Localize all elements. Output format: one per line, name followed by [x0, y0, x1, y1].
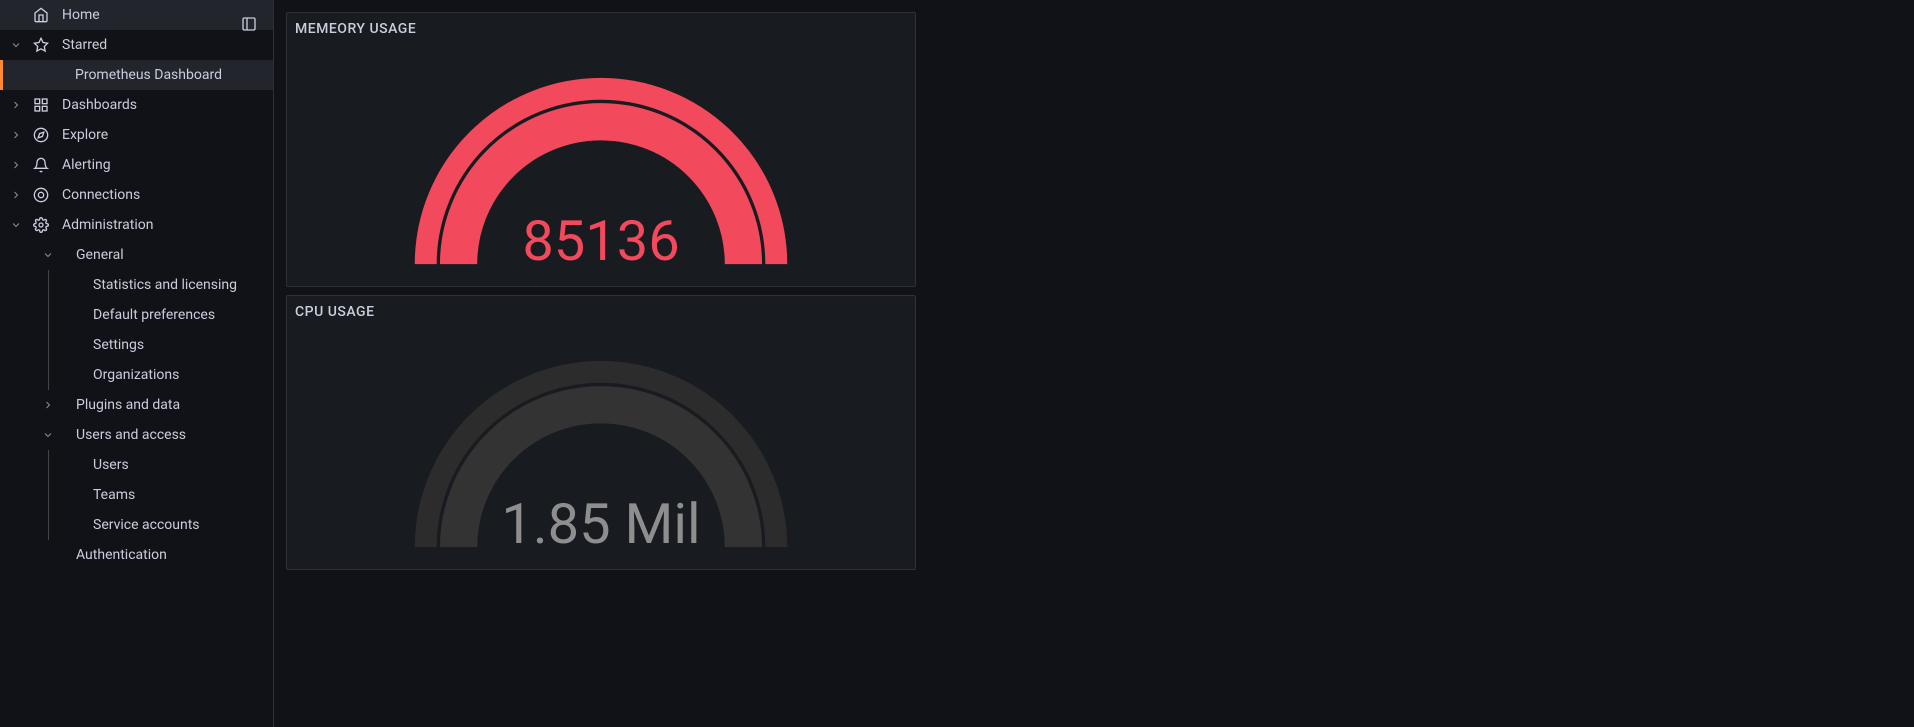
cpu-gauge: 1.85 Mil	[287, 328, 915, 569]
panel-title: CPU USAGE	[287, 296, 915, 328]
bell-icon	[32, 156, 50, 174]
nav-label: Plugins and data	[76, 397, 265, 413]
memory-gauge: 85136	[287, 45, 915, 286]
chevron-right-icon	[8, 97, 24, 113]
star-icon	[32, 36, 50, 54]
nav-label: Alerting	[62, 157, 265, 173]
nav-default-preferences[interactable]: Default preferences	[49, 300, 273, 330]
nav-label: Users	[93, 457, 265, 473]
dashboards-icon	[32, 96, 50, 114]
chevron-down-icon	[8, 217, 24, 233]
nav-label: Starred	[62, 37, 265, 53]
home-icon	[32, 6, 50, 24]
nav-settings[interactable]: Settings	[49, 330, 273, 360]
nav-users-access[interactable]: Users and access	[0, 420, 273, 450]
nav-label: Connections	[62, 187, 265, 203]
chevron-down-icon	[8, 37, 24, 53]
nav-starred[interactable]: Starred	[0, 30, 273, 60]
nav-list: Home Starred Prometheus Dashboard Dashbo…	[0, 0, 273, 570]
nav-label: Organizations	[93, 367, 265, 383]
chevron-right-icon	[8, 127, 24, 143]
nav-authentication[interactable]: Authentication	[0, 540, 273, 570]
nav-administration[interactable]: Administration	[0, 210, 273, 240]
nav-label: Users and access	[76, 427, 265, 443]
nav-home[interactable]: Home	[0, 0, 273, 30]
compass-icon	[32, 126, 50, 144]
nav-statistics[interactable]: Statistics and licensing	[49, 270, 273, 300]
nav-label: Statistics and licensing	[93, 277, 265, 293]
nav-teams[interactable]: Teams	[49, 480, 273, 510]
nav-label: Prometheus Dashboard	[75, 67, 265, 83]
nav-label: Teams	[93, 487, 265, 503]
plug-icon	[32, 186, 50, 204]
chevron-right-icon	[8, 187, 24, 203]
nav-general[interactable]: General	[0, 240, 273, 270]
nav-label: Settings	[93, 337, 265, 353]
cpu-gauge-value: 1.85 Mil	[501, 491, 700, 557]
nav-prometheus-dashboard[interactable]: Prometheus Dashboard	[0, 60, 273, 90]
nav-label: Administration	[62, 217, 265, 233]
nav-label: Service accounts	[93, 517, 265, 533]
sidebar: Home Starred Prometheus Dashboard Dashbo…	[0, 0, 274, 727]
nav-service-accounts[interactable]: Service accounts	[49, 510, 273, 540]
chevron-down-icon	[40, 247, 56, 263]
cpu-usage-panel: CPU USAGE 1.85 Mil	[286, 295, 916, 570]
collapse-sidebar-button[interactable]	[235, 10, 263, 38]
nav-explore[interactable]: Explore	[0, 120, 273, 150]
nav-plugins-data[interactable]: Plugins and data	[0, 390, 273, 420]
main-content: MEMEORY USAGE 85136 CPU USAGE 1.85 Mil	[274, 0, 1914, 727]
nav-label: Default preferences	[93, 307, 265, 323]
nav-alerting[interactable]: Alerting	[0, 150, 273, 180]
memory-gauge-value: 85136	[522, 208, 679, 274]
nav-dashboards[interactable]: Dashboards	[0, 90, 273, 120]
nav-organizations[interactable]: Organizations	[49, 360, 273, 390]
chevron-right-icon	[8, 157, 24, 173]
nav-connections[interactable]: Connections	[0, 180, 273, 210]
chevron-down-icon	[40, 427, 56, 443]
gear-icon	[32, 216, 50, 234]
nav-label: Explore	[62, 127, 265, 143]
collapse-icon	[241, 16, 257, 32]
memory-usage-panel: MEMEORY USAGE 85136	[286, 12, 916, 287]
nav-label: General	[76, 247, 265, 263]
nav-users[interactable]: Users	[49, 450, 273, 480]
panel-title: MEMEORY USAGE	[287, 13, 915, 45]
nav-label: Authentication	[76, 547, 265, 563]
nav-label: Dashboards	[62, 97, 265, 113]
chevron-right-icon	[40, 397, 56, 413]
